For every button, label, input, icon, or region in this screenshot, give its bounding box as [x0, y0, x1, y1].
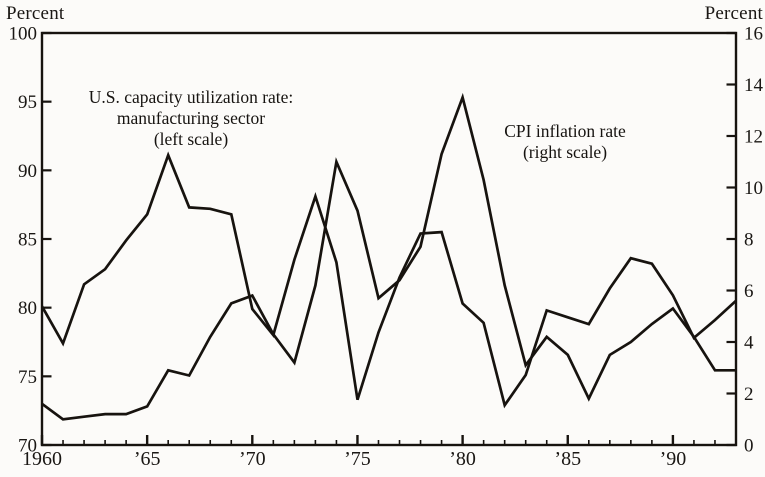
cpi-series-label: CPI inflation rate (right scale) — [492, 121, 638, 163]
left-axis-title: Percent — [6, 3, 65, 24]
capacity-utilization-line — [40, 151, 737, 409]
y-left-tick-label: 90 — [18, 161, 37, 182]
capacity-series-label: U.S. capacity utilization rate: manufact… — [70, 87, 312, 150]
y-right-tick-label: 16 — [744, 24, 763, 45]
y-left-tick-label: 85 — [18, 230, 37, 251]
y-right-tick-label: 12 — [744, 127, 763, 148]
capacity-series-label-line1: U.S. capacity utilization rate: — [88, 87, 294, 107]
y-right-tick-label: 6 — [744, 281, 754, 302]
y-right-tick-label: 8 — [744, 230, 754, 251]
x-tick-label: ’65 — [134, 448, 161, 470]
y-left-tick-label: 95 — [18, 92, 37, 113]
y-right-tick-label: 4 — [744, 333, 754, 354]
y-left-tick-label: 100 — [9, 24, 38, 45]
y-right-tick-label: 0 — [744, 436, 754, 457]
cpi-series-label-line1: CPI inflation rate — [504, 121, 626, 141]
x-tick-label: ’80 — [449, 448, 476, 470]
y-left-tick-label: 80 — [18, 298, 37, 319]
cpi-series-label-line2: (right scale) — [522, 142, 608, 162]
capacity-series-label-line3: (left scale) — [153, 129, 229, 149]
x-tick-label: ’75 — [344, 448, 371, 470]
y-right-tick-label: 10 — [744, 178, 763, 199]
y-left-tick-label: 70 — [18, 436, 37, 457]
x-tick-label: ’70 — [239, 448, 266, 470]
right-axis-title: Percent — [704, 3, 763, 24]
x-tick-label: 1960 — [22, 448, 62, 470]
capacity-series-label-line2: manufacturing sector — [116, 108, 266, 128]
y-right-tick-label: 2 — [744, 384, 754, 405]
y-left-tick-label: 75 — [18, 367, 37, 388]
y-right-tick-label: 14 — [744, 75, 764, 96]
x-tick-label: ’90 — [660, 448, 687, 470]
cpi-inflation-line — [41, 92, 736, 421]
x-tick-label: ’85 — [554, 448, 581, 470]
